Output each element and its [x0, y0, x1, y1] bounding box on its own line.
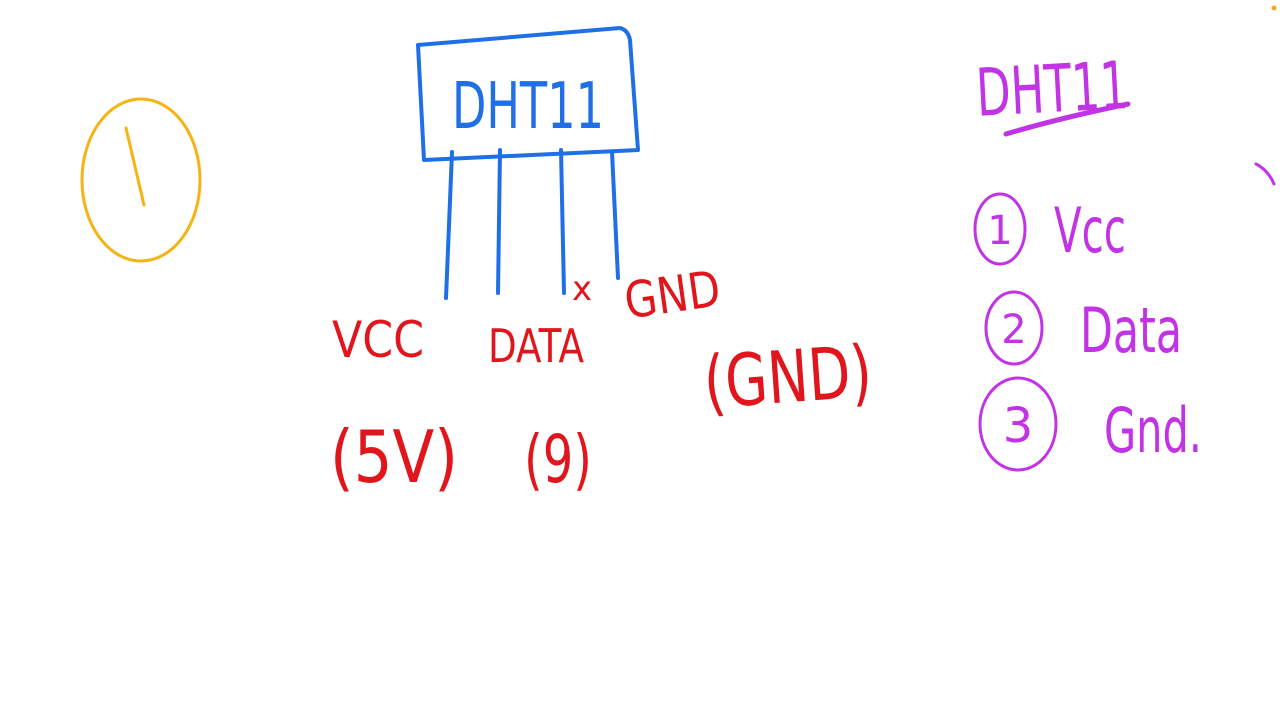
pin-value-vcc: (5V)	[330, 415, 458, 499]
pinout-item-3: 3 Gnd.	[978, 376, 1202, 472]
sensor-pin-1	[444, 150, 454, 300]
pinout-number-circle-2	[984, 290, 1044, 366]
step-circle	[80, 97, 202, 263]
step-number-stroke	[124, 126, 146, 207]
pin-value-data: (9)	[524, 421, 592, 498]
pinout-number-3: 3	[1003, 398, 1034, 454]
sensor-pin-2	[496, 148, 502, 295]
pinout-title-underline	[1003, 101, 1131, 137]
pinout-number-circle-1	[973, 192, 1027, 266]
pinout-item-2: 2 Data	[984, 290, 1182, 367]
pinout-number-circle-3	[978, 376, 1058, 472]
pinout-label-3: Gnd.	[1104, 394, 1202, 467]
pinout-label-2: Data	[1080, 294, 1182, 367]
pinout-title: DHT11	[974, 47, 1130, 132]
pinout-label-1: Vcc	[1054, 194, 1126, 267]
pinout-number-2: 2	[1001, 307, 1026, 353]
sensor-pin-4	[610, 150, 620, 280]
sensor-pin-3	[559, 148, 566, 295]
pin-label-data: DATA	[488, 319, 584, 373]
purple-stray-mark	[1254, 162, 1276, 186]
pin-label-gnd: GND	[621, 260, 724, 331]
pin-label-x-mark: x	[572, 269, 592, 309]
pin-label-vcc: VCC	[332, 311, 424, 369]
orange-dot	[1271, 5, 1277, 11]
pinout-number-1: 1	[987, 208, 1012, 254]
sensor-body	[416, 26, 640, 162]
pinout-item-1: 1 Vcc	[973, 192, 1126, 267]
sensor-name: DHT11	[452, 70, 604, 144]
pin-value-gnd: (GND)	[701, 329, 874, 425]
